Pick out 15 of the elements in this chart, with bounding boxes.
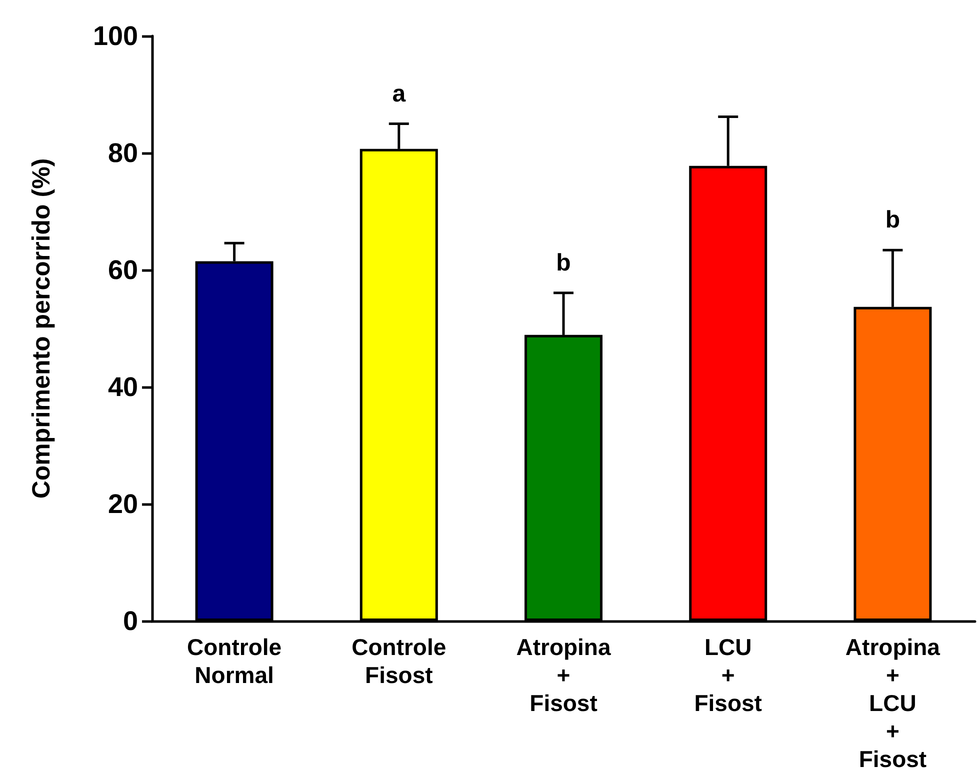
x-tick-label: Controle Fisost	[352, 634, 446, 688]
x-tick-label: Atropina + LCU + Fisost	[845, 634, 940, 772]
y-tick-label: 20	[108, 489, 138, 519]
y-tick-label: 0	[122, 606, 138, 636]
x-tick-label: Atropina + Fisost	[516, 634, 611, 716]
y-axis-title: Comprimento percorrido (%)	[28, 158, 56, 499]
y-tick-label: 80	[108, 138, 138, 168]
y-tick-label: 40	[108, 372, 138, 402]
annotation: b	[885, 206, 900, 234]
annotation: b	[556, 249, 571, 276]
y-tick-label: 60	[108, 255, 138, 285]
x-tick-label: LCU + Fisost	[694, 634, 762, 716]
y-tick-label: 100	[92, 21, 138, 51]
annotation: a	[392, 80, 406, 108]
x-tick-label: Controle Normal	[187, 634, 282, 688]
